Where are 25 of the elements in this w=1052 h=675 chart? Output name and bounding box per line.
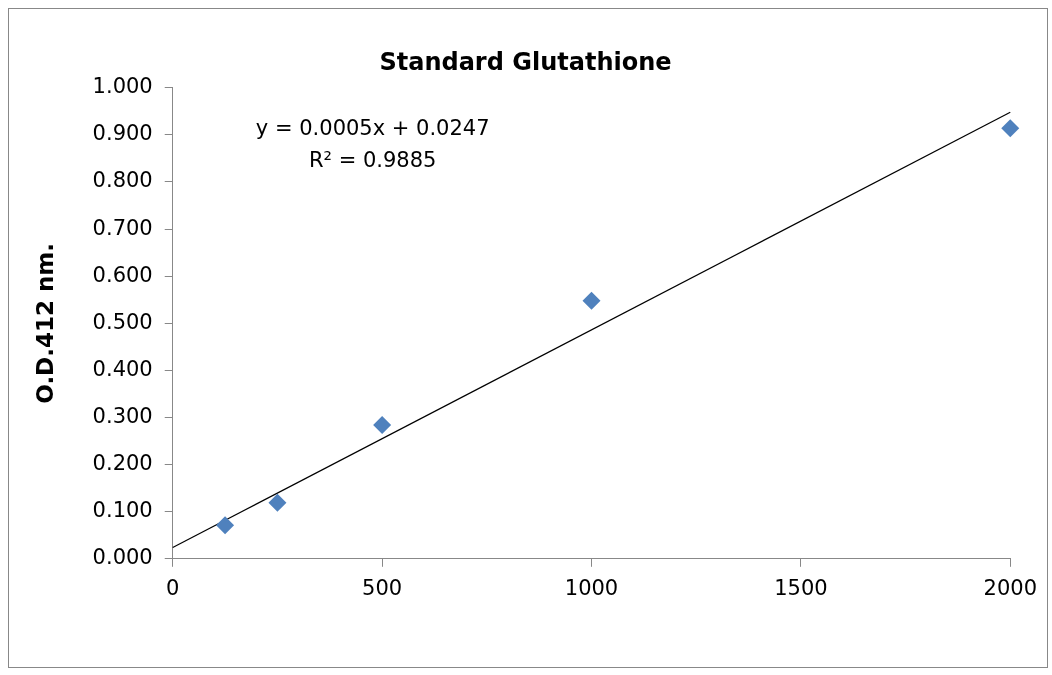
- point: [268, 493, 287, 512]
- annotation: R² = 0.9885: [309, 148, 437, 173]
- point: [216, 516, 235, 535]
- y-tick-label: 0.800: [92, 168, 153, 193]
- point: [373, 416, 392, 435]
- x-tick-label: 2000: [983, 575, 1037, 600]
- y-tick-label: 0.900: [92, 121, 153, 146]
- y-tick-label: 0.700: [92, 215, 153, 240]
- y-axis-title: O.D.412 nm.: [31, 242, 58, 404]
- x-tick-label: 1500: [774, 575, 828, 600]
- annotation: y = 0.0005x + 0.0247: [255, 116, 490, 141]
- y-tick-label: 0.500: [92, 309, 153, 334]
- y-tick-label: 0.400: [92, 356, 153, 381]
- x-tick-label: 1000: [564, 575, 619, 600]
- y-tick-label: 0.600: [92, 262, 153, 287]
- point: [582, 291, 601, 310]
- point: [1001, 119, 1020, 138]
- y-tick-label: 1.000: [92, 74, 153, 99]
- chart-title: Standard Glutathione: [379, 47, 672, 76]
- x-tick-label: 0: [166, 575, 180, 600]
- x-tick-label: 500: [362, 575, 403, 600]
- y-tick-label: 0.200: [92, 451, 153, 476]
- y-tick-label: 0.000: [92, 545, 153, 570]
- y-tick-label: 0.100: [92, 498, 153, 523]
- y-tick-label: 0.300: [92, 403, 153, 428]
